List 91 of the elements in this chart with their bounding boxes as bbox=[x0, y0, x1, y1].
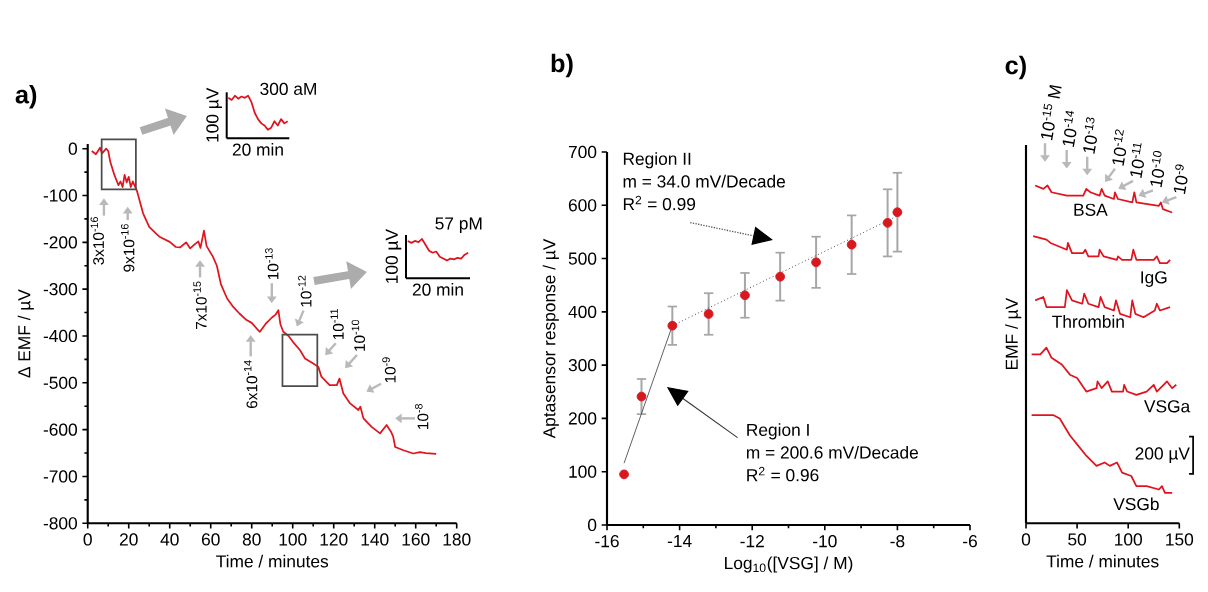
x-tick-label: -6 bbox=[963, 535, 977, 548]
annotation: 10$^{-8}$ bbox=[414, 403, 429, 429]
x-tick-label: 100 bbox=[1115, 533, 1142, 546]
y-tick-label: 0 bbox=[68, 142, 77, 155]
x-axis-title: Time / minutes bbox=[1046, 554, 1159, 568]
annotation: 10$^{-13}$ bbox=[265, 248, 279, 280]
annotation: 10$^{-10}$ bbox=[1150, 150, 1165, 188]
x-tick-label: -8 bbox=[890, 535, 905, 548]
annotation: 10$^{-10}$ bbox=[351, 319, 366, 351]
y-tick-label: 400 bbox=[568, 305, 597, 318]
x-axis-title: 20 min bbox=[232, 143, 283, 156]
point bbox=[667, 320, 678, 331]
point bbox=[636, 391, 647, 402]
annotation: m = 34.0 mV/Decade bbox=[623, 174, 785, 188]
annotation: 6x10$^{-14}$ bbox=[244, 360, 258, 408]
y-axis-title: Δ EMF / µV bbox=[17, 289, 34, 378]
y-tick-label: 700 bbox=[568, 145, 597, 159]
y-tick-label: -400 bbox=[43, 329, 77, 343]
series-label: Thrombin bbox=[1052, 315, 1124, 328]
x-tick-label: -12 bbox=[740, 535, 764, 548]
x-tick-label: 180 bbox=[443, 533, 471, 546]
x-tick-label: -14 bbox=[667, 535, 692, 547]
annotation: 10$^{-11}$ bbox=[330, 309, 344, 340]
y-tick-label: -300 bbox=[43, 283, 77, 296]
y-axis-title: 100 µV bbox=[206, 87, 222, 142]
y-tick-label: 500 bbox=[568, 252, 597, 265]
series-label: VSGa bbox=[1144, 400, 1191, 413]
x-tick-label: 0 bbox=[83, 533, 92, 546]
y-tick-label: -600 bbox=[43, 423, 77, 436]
annotation: R$^{2}$ = 0.96 bbox=[747, 466, 819, 482]
annotation: 10$^{-12}$ bbox=[298, 275, 312, 307]
x-tick-label: 20 bbox=[119, 533, 138, 546]
y-tick-label: -700 bbox=[43, 470, 77, 483]
annotation: Region II bbox=[623, 152, 691, 169]
x-tick-label: -16 bbox=[595, 535, 619, 548]
series-label: IgG bbox=[1141, 271, 1167, 287]
annotation: 9x10$^{-16}$ bbox=[120, 224, 135, 272]
chart-title: a) bbox=[15, 84, 37, 109]
series-label: BSA bbox=[1074, 203, 1108, 216]
point bbox=[703, 309, 714, 319]
point bbox=[882, 217, 893, 228]
text: 10$^{-11}$ bbox=[1130, 143, 1144, 178]
chart-title: c) bbox=[1005, 55, 1026, 80]
point bbox=[892, 207, 903, 218]
annotation: 3x10$^{-16}$ bbox=[90, 217, 104, 265]
x-tick-label: 50 bbox=[1068, 533, 1087, 546]
y-tick-label: -800 bbox=[43, 517, 77, 530]
x-axis-title: 20 min bbox=[412, 283, 463, 296]
x-tick-label: 150 bbox=[1166, 533, 1194, 546]
text: 10$^{-13}$ bbox=[1083, 117, 1097, 154]
chart-title: 57 pM bbox=[435, 217, 482, 234]
y-axis-title: EMF / µV bbox=[1005, 297, 1022, 369]
x-axis-title: Log$_{10}$([VSG] / M) bbox=[725, 556, 853, 573]
annotation: m = 200.6 mV/Decade bbox=[746, 445, 918, 459]
x-tick-label: 80 bbox=[242, 533, 261, 546]
y-tick-label: 200 bbox=[568, 412, 597, 425]
x-axis-title: Time / minutes bbox=[216, 554, 329, 568]
annotation: 200 µV bbox=[1135, 447, 1190, 464]
point bbox=[740, 290, 750, 301]
y-tick-label: -200 bbox=[43, 236, 77, 249]
text: 10$^{-14}$ bbox=[1062, 110, 1077, 147]
y-tick-label: 300 bbox=[568, 358, 597, 372]
y-tick-label: -500 bbox=[43, 376, 77, 389]
point bbox=[811, 257, 821, 268]
series-label: VSGb bbox=[1113, 497, 1159, 511]
x-tick-label: 140 bbox=[361, 533, 389, 546]
text: 10$^{-12}$ bbox=[1112, 129, 1127, 166]
x-tick-label: 60 bbox=[201, 533, 220, 546]
point bbox=[619, 469, 629, 480]
point bbox=[775, 271, 786, 282]
x-tick-label: 160 bbox=[402, 533, 430, 546]
y-tick-label: 600 bbox=[568, 199, 597, 212]
x-tick-label: 40 bbox=[160, 533, 179, 546]
x-tick-label: 0 bbox=[1021, 533, 1031, 546]
x-tick-label: 120 bbox=[320, 533, 348, 546]
chart-title: 300 aM bbox=[260, 82, 316, 96]
y-tick-label: 0 bbox=[587, 518, 597, 532]
text: 10$^{-15}$ M bbox=[1040, 84, 1062, 141]
y-axis-title: Aptasensor response / µV bbox=[542, 238, 559, 439]
y-tick-label: -100 bbox=[43, 189, 77, 202]
annotation: Region I bbox=[747, 423, 809, 440]
y-tick-label: 100 bbox=[569, 465, 597, 478]
chart-title: b) bbox=[551, 53, 573, 78]
annotation: 10$^{-9}$ bbox=[382, 357, 396, 383]
annotation: R$^{2}$ = 0.99 bbox=[623, 195, 696, 211]
x-tick-label: -10 bbox=[813, 535, 837, 548]
annotation: 10$^{-9}$ bbox=[1173, 164, 1188, 195]
point bbox=[846, 239, 857, 250]
y-axis-title: 100 µV bbox=[385, 229, 402, 283]
x-tick-label: 100 bbox=[279, 533, 307, 546]
annotation: 7x10$^{-15}$ bbox=[193, 281, 207, 330]
